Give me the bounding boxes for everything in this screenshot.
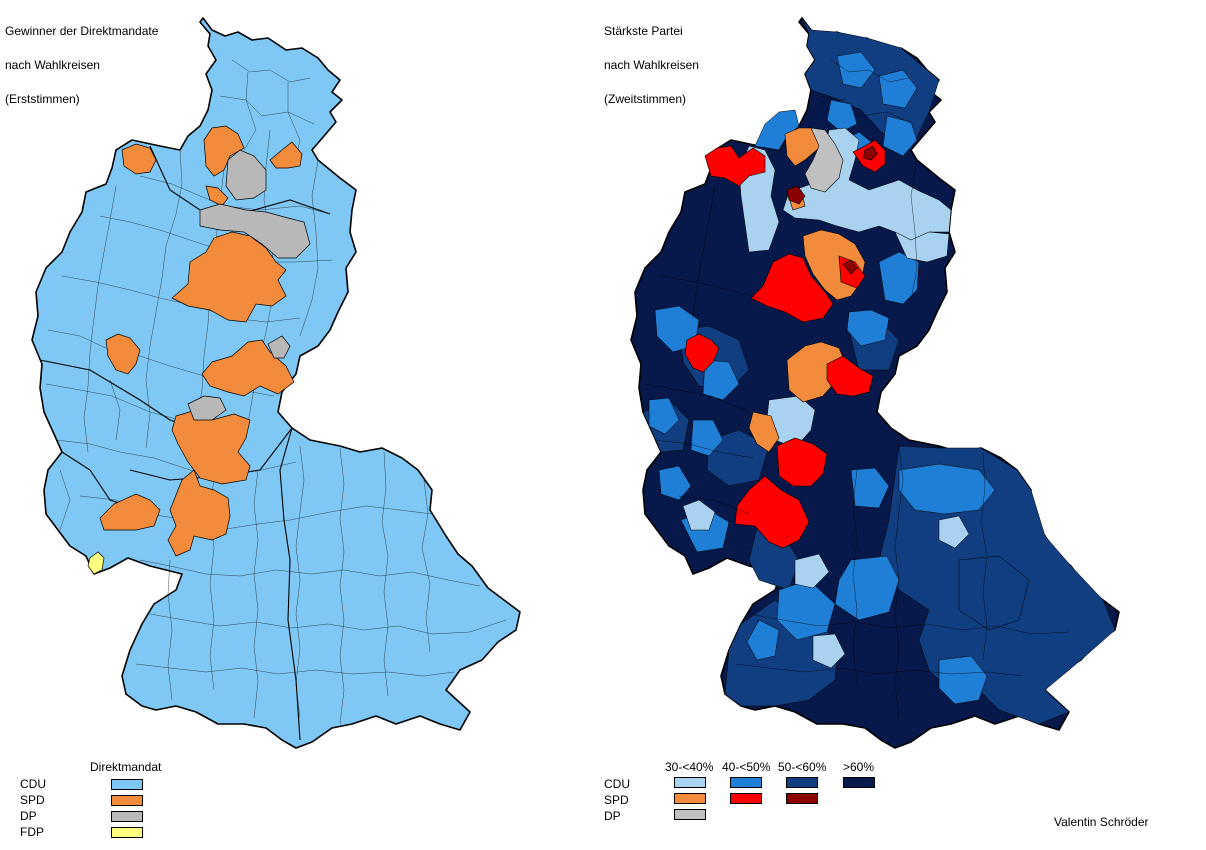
right-legend-header-30: 30-<40% [665,760,714,774]
right-swatch-spd-50 [786,793,818,804]
left-legend-label-fdp: FDP [20,825,44,839]
left-swatch-fdp [111,827,143,838]
fdp-region [87,551,105,575]
right-swatch-dp-30 [674,809,706,820]
right-district-boundaries [644,59,1070,719]
spd-hamburg [269,141,303,169]
dp-fulda [187,395,227,421]
right-title-line-2: nach Wahlkreisen [604,58,699,72]
right-swatch-cdu-60 [843,777,875,788]
author-credit: Valentin Schröder [1054,815,1149,829]
right-swatch-cdu-50 [786,777,818,788]
dp-goettingen [267,335,291,359]
left-legend-label-spd: SPD [20,793,45,807]
left-legend-label-dp: DP [20,809,37,823]
right-legend-label-dp: DP [604,809,621,823]
right-title-line-3: (Zweitstimmen) [604,92,687,106]
right-legend-header-60: >60% [843,760,875,774]
left-map-title: Gewinner der Direktmandate nach Wahlkrei… [5,6,158,125]
spd-frankfurt [171,409,251,485]
right-swatch-cdu-40 [730,777,762,788]
spd-mannheim [167,469,231,557]
left-title-line-2: nach Wahlkreisen [5,58,100,72]
right-map-title: Stärkste Partei nach Wahlkreisen (Zweits… [604,6,699,125]
right-legend-label-cdu: CDU [604,777,630,791]
left-dp-regions [187,149,311,421]
left-spd-regions [99,125,303,557]
left-title-line-3: (Erststimmen) [5,92,80,106]
right-spd-50-regions [786,145,878,275]
spd-ostfriesland [121,143,157,175]
right-legend-header-40: 40-<50% [722,760,771,774]
spd-hannover [171,231,287,323]
spd-bremen-south [205,185,229,207]
right-swatch-cdu-30 [674,777,706,788]
right-title-line-1: Stärkste Partei [604,24,683,38]
spd-ruhr [105,333,141,375]
left-title-line-1: Gewinner der Direktmandate [5,24,159,38]
left-legend-label-cdu: CDU [20,777,46,791]
left-swatch-dp [111,811,143,822]
right-map [630,17,1120,749]
left-swatch-spd [111,795,143,806]
right-legend-label-spd: SPD [604,793,629,807]
spd-kassel [201,339,295,397]
spd-saar [99,493,161,531]
dp-stade [225,149,267,201]
right-swatch-spd-40 [730,793,762,804]
left-swatch-cdu [111,779,143,790]
right-cdu-50-regions [642,17,1116,725]
spd-bremen [203,125,245,177]
right-spd-40-regions [684,139,886,549]
left-legend-header: Direktmandat [90,760,162,774]
left-map [31,17,521,749]
right-legend-header-50: 50-<60% [778,760,827,774]
right-dp-regions [804,127,844,193]
right-swatch-spd-30 [674,793,706,804]
dp-celle [199,203,311,259]
